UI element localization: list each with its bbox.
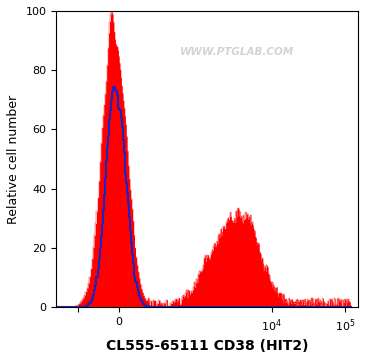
X-axis label: CL555-65111 CD38 (HIT2): CL555-65111 CD38 (HIT2)	[106, 339, 308, 353]
Y-axis label: Relative cell number: Relative cell number	[7, 94, 20, 224]
Text: WWW.PTGLAB.COM: WWW.PTGLAB.COM	[180, 48, 295, 57]
